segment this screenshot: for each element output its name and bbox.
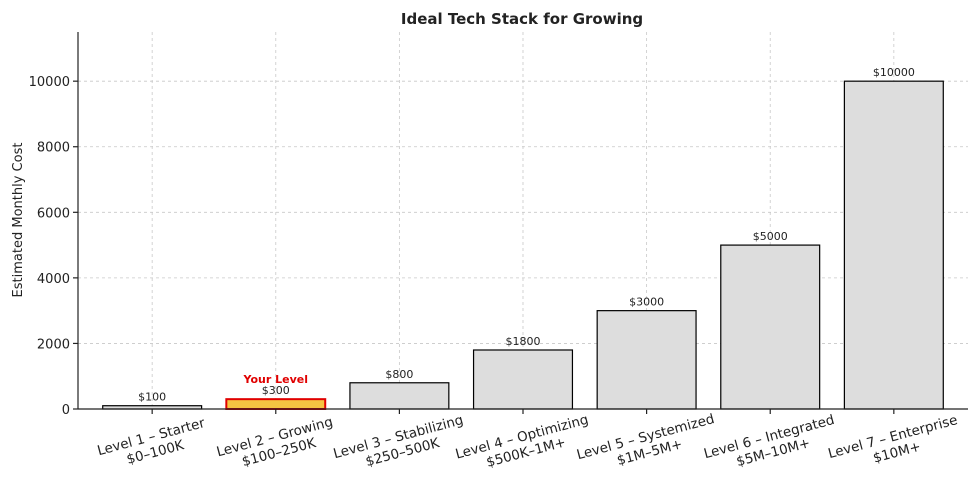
x-tick-label: Level 4 – Optimizing$500K–1M+ <box>454 412 595 478</box>
bar-value-label: $3000 <box>629 296 664 309</box>
x-tick-label: Level 2 – Growing$100–250K <box>215 414 339 476</box>
x-tick-label-text: Level 2 – Growing$100–250K <box>215 414 339 476</box>
labels: 0 2000 4000 6000 8000 10000 $100 Level 1 – Star… <box>29 66 963 479</box>
x-tick-label-text: Level 4 – Optimizing$500K–1M+ <box>454 412 595 478</box>
bar <box>349 382 450 410</box>
x-tick-label: Level 5 – Systemized$1M–5M+ <box>575 411 720 479</box>
bar-value-label: $100 <box>138 391 166 404</box>
bar <box>596 310 697 410</box>
bar-value-label: $1800 <box>506 335 541 348</box>
y-tick-label: 10000 <box>29 75 70 90</box>
x-tick-label: Level 6 – Integrated$5M–10M+ <box>702 412 840 478</box>
x-tick-label: Level 1 – Starter$0–100K <box>96 415 212 475</box>
bar-value-label: $300 <box>262 384 290 397</box>
bar <box>472 349 574 410</box>
bar-value-label: $5000 <box>753 230 788 243</box>
y-tick-label: 0 <box>62 403 70 418</box>
x-tick-label: Level 3 – Stabilizing$250–500K <box>332 412 470 478</box>
chart-title: Ideal Tech Stack for Growing <box>401 10 643 28</box>
bar <box>720 244 821 410</box>
axes <box>73 32 968 414</box>
x-tick-label-text: Level 7 – Enterprise$10M+ <box>826 412 963 477</box>
y-axis-label: Estimated Monthly Cost <box>11 143 26 298</box>
x-tick-label-text: Level 3 – Stabilizing$250–500K <box>332 412 470 478</box>
bar-value-label: $10000 <box>873 66 915 79</box>
bar <box>843 80 944 410</box>
bar-highlighted <box>225 398 327 411</box>
x-tick-label-text: Level 5 – Systemized$1M–5M+ <box>575 411 720 479</box>
bars <box>102 80 944 411</box>
your-level-label: Your Level <box>243 373 308 386</box>
x-tick-label: Level 7 – Enterprise$10M+ <box>826 412 963 477</box>
y-tick-label: 8000 <box>37 141 70 156</box>
x-tick-label-text: Level 1 – Starter$0–100K <box>96 415 212 475</box>
y-tick-label: 6000 <box>37 206 70 221</box>
x-tick-label-text: Level 6 – Integrated$5M–10M+ <box>702 412 840 478</box>
bar-value-label: $800 <box>385 368 413 381</box>
y-tick-label: 4000 <box>37 272 70 287</box>
y-tick-label: 2000 <box>37 337 70 352</box>
